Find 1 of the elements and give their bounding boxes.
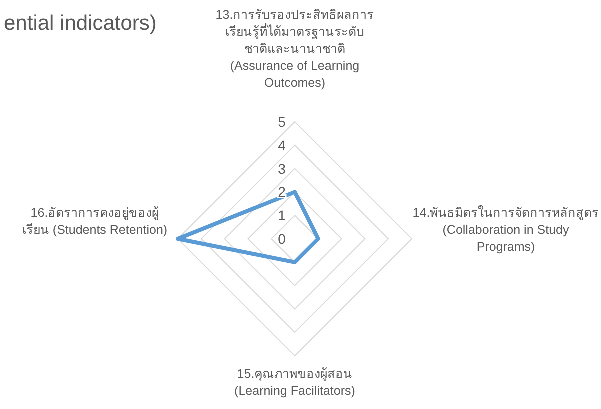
title: ential indicators) xyxy=(4,12,157,36)
